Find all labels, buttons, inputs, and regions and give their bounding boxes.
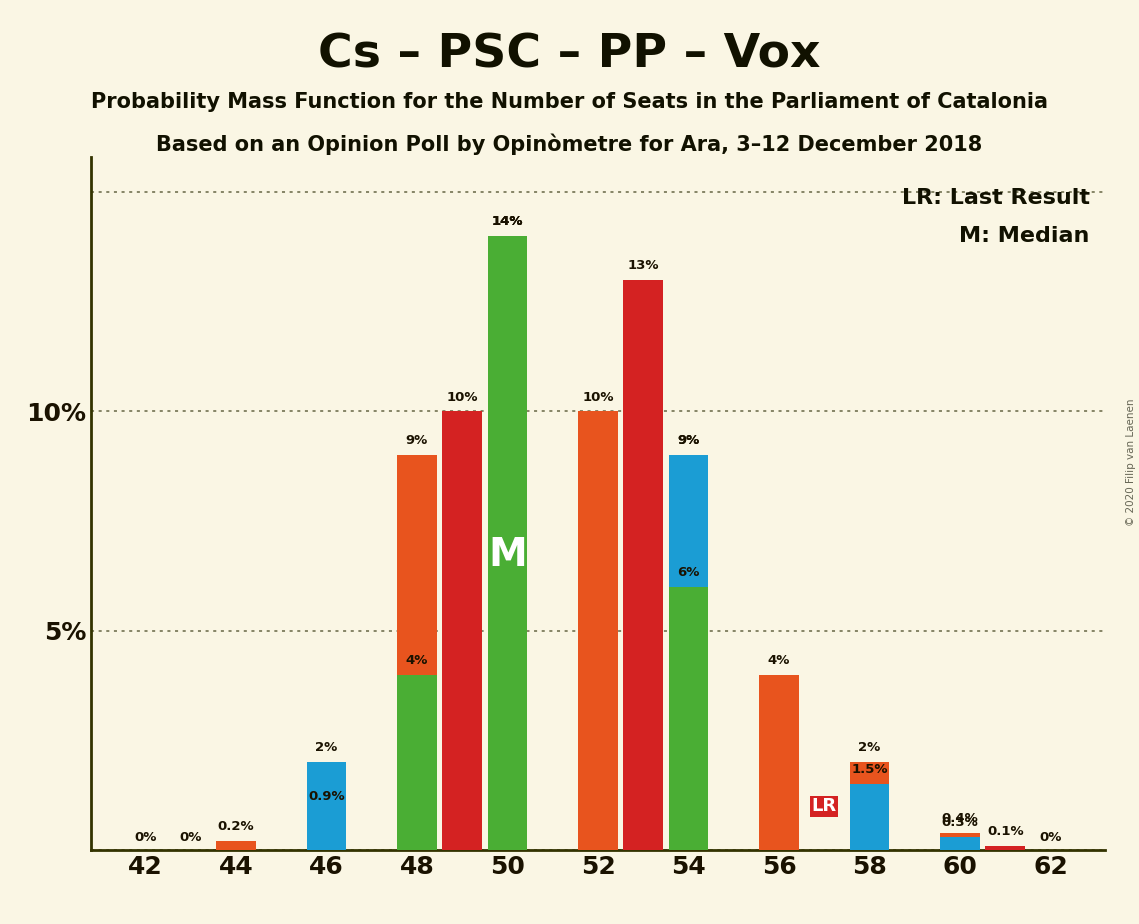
Bar [940, 833, 980, 850]
Text: 2%: 2% [859, 741, 880, 755]
Text: 13%: 13% [628, 259, 659, 272]
Text: 2%: 2% [316, 741, 337, 755]
Bar [487, 236, 527, 850]
Bar [623, 280, 663, 850]
Text: 9%: 9% [678, 434, 699, 447]
Bar [442, 411, 482, 850]
Text: Based on an Opinion Poll by Opinòmetre for Ara, 3–12 December 2018: Based on an Opinion Poll by Opinòmetre f… [156, 134, 983, 155]
Text: 14%: 14% [492, 215, 523, 228]
Text: 0.1%: 0.1% [988, 825, 1024, 838]
Text: 0%: 0% [180, 831, 202, 844]
Bar [669, 456, 708, 850]
Bar [398, 675, 437, 850]
Text: 1.5%: 1.5% [851, 763, 887, 776]
Bar [669, 587, 708, 850]
Text: 0.4%: 0.4% [942, 811, 978, 824]
Text: 0.3%: 0.3% [942, 816, 978, 829]
Bar [216, 842, 256, 850]
Text: 0.2%: 0.2% [218, 821, 254, 833]
Bar [306, 762, 346, 850]
Text: © 2020 Filip van Laenen: © 2020 Filip van Laenen [1126, 398, 1136, 526]
Text: 6%: 6% [678, 566, 699, 579]
Text: 9%: 9% [678, 434, 699, 447]
Bar [487, 236, 527, 850]
Bar [398, 456, 437, 850]
Text: 4%: 4% [405, 654, 428, 667]
Bar [850, 784, 890, 850]
Text: 14%: 14% [492, 215, 523, 228]
Text: 0%: 0% [134, 831, 157, 844]
Text: 10%: 10% [582, 391, 614, 404]
Bar [306, 810, 346, 850]
Text: 4%: 4% [768, 654, 790, 667]
Bar [759, 675, 798, 850]
Bar [579, 411, 617, 850]
Text: LR: Last Result: LR: Last Result [902, 188, 1090, 208]
Bar [985, 845, 1025, 850]
Bar [669, 456, 708, 850]
Text: 0.9%: 0.9% [309, 790, 345, 803]
Text: 10%: 10% [446, 391, 478, 404]
Text: 9%: 9% [405, 434, 428, 447]
Text: M: M [489, 536, 527, 575]
Bar [940, 837, 980, 850]
Text: LR: LR [812, 797, 837, 815]
Text: M: Median: M: Median [959, 226, 1090, 247]
Bar [487, 236, 527, 850]
Text: 14%: 14% [492, 215, 523, 228]
Text: Cs – PSC – PP – Vox: Cs – PSC – PP – Vox [318, 32, 821, 78]
Bar [850, 762, 890, 850]
Text: Probability Mass Function for the Number of Seats in the Parliament of Catalonia: Probability Mass Function for the Number… [91, 92, 1048, 113]
Text: 0%: 0% [1039, 831, 1062, 844]
